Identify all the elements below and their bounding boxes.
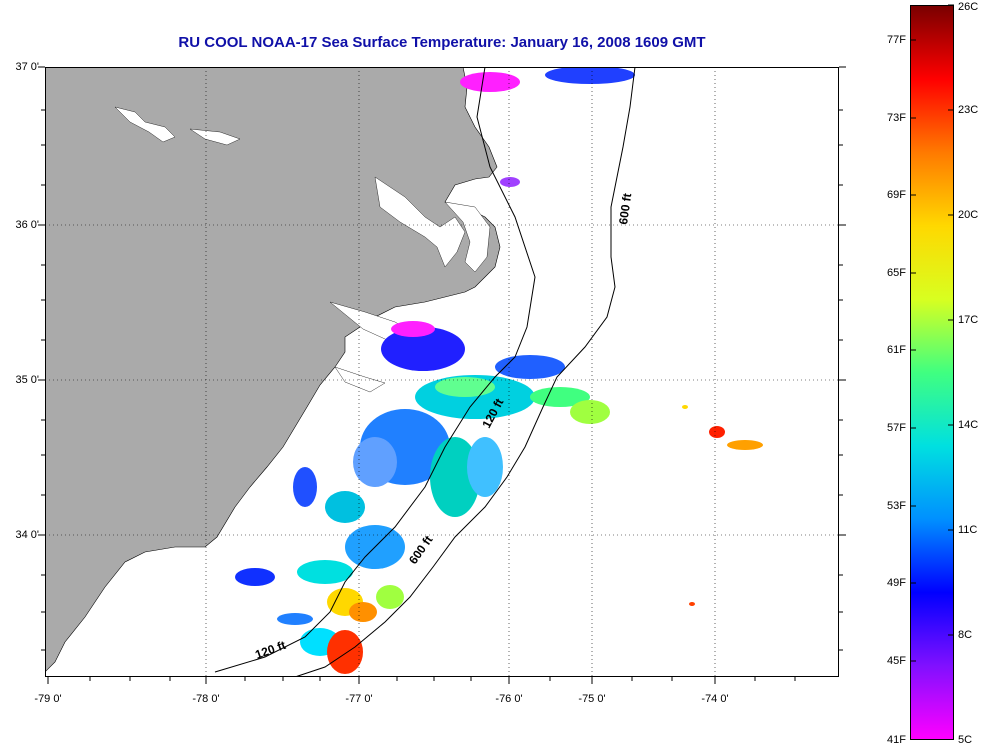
sst-map[interactable]: 600 ft 120 ft 120 ft 600 ft [45, 67, 839, 677]
colorbar-c-label-26: 26C [958, 1, 979, 13]
colorbar-c-label-11: 11C [958, 524, 978, 536]
contour-600ft-line [294, 67, 636, 677]
map-border [45, 67, 839, 677]
map-title: RU COOL NOAA-17 Sea Surface Temperature:… [178, 34, 706, 51]
latitude-label-35: 35 0' [15, 374, 39, 386]
contour-label-600ft-north: 600 ft [616, 192, 634, 225]
colorbar-c-label-14: 14C [958, 419, 979, 431]
colorbar-f-label-73: 73F [887, 112, 906, 124]
colorbar-f-label-65: 65F [887, 267, 906, 279]
latitude-label-34: 34 0' [15, 529, 39, 541]
graticule [45, 67, 839, 677]
longitude-label-76: -76 0' [495, 693, 523, 705]
latitude-label-36: 36 0' [15, 219, 39, 231]
longitude-label-78: -78 0' [192, 693, 220, 705]
land-mass [45, 67, 501, 673]
colorbar-f-label-69: 69F [887, 189, 906, 201]
colorbar-f-label-57: 57F [887, 422, 906, 434]
longitude-label-74: -74 0' [701, 693, 729, 705]
colorbar-f-label-49: 49F [887, 577, 906, 589]
colorbar-c-label-20: 20C [958, 209, 979, 221]
colorbar-f-label-53: 53F [887, 500, 906, 512]
colorbar-c-label-23: 23C [958, 104, 979, 116]
longitude-label-77: -77 0' [345, 693, 373, 705]
colorbar-c-label-5: 5C [958, 734, 973, 746]
bathymetry-contours [214, 67, 636, 677]
sst-data-patches [235, 67, 763, 674]
longitude-label-79: -79 0' [34, 693, 62, 705]
colorbar-f-label-61: 61F [887, 344, 906, 356]
colorbar-c-label-17: 17C [958, 314, 979, 326]
colorbar-f-label-45: 45F [887, 655, 906, 667]
colorbar-c-label-8: 8C [958, 629, 973, 641]
contour-120ft-line [214, 67, 536, 673]
longitude-label-75: -75 0' [578, 693, 606, 705]
latitude-label-37: 37 0' [15, 61, 39, 73]
colorbar-f-label-77: 77F [887, 34, 906, 46]
temperature-colorbar [910, 5, 954, 740]
colorbar-f-label-41: 41F [887, 734, 906, 746]
